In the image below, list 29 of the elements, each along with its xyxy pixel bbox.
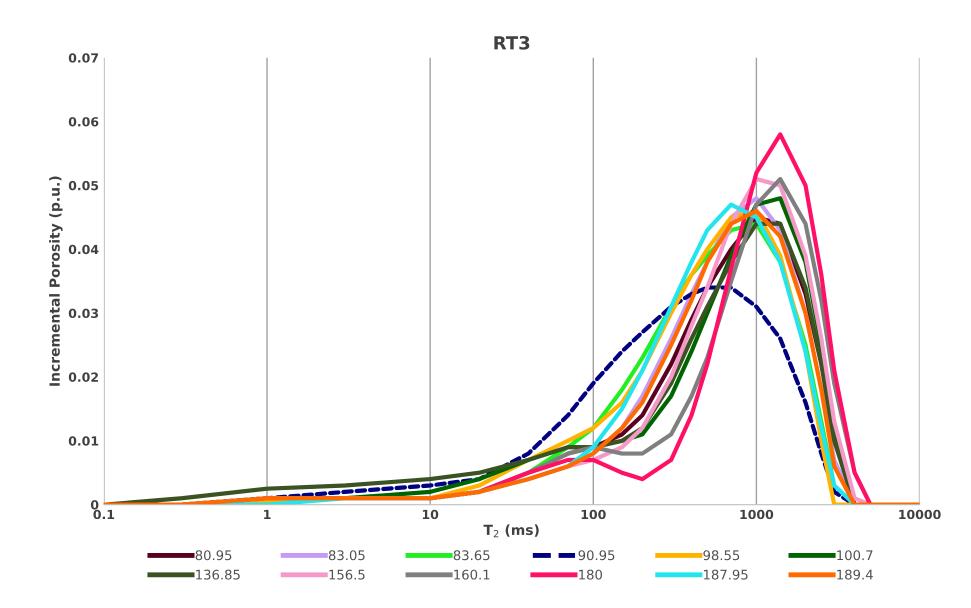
x-tick-label: 10 (422, 510, 438, 520)
y-tick-label: 0.01 (68, 436, 98, 446)
chart-title: RT3 (494, 36, 530, 50)
legend-label: 160.1 (454, 570, 490, 580)
x-tick-label: 0.1 (93, 510, 114, 520)
x-tick-label: 100 (582, 510, 606, 520)
legend-label: 187.95 (704, 570, 748, 580)
legend-label: 156.5 (329, 570, 365, 580)
legend-label: 100.7 (837, 550, 872, 560)
x-tick-label: 1000 (740, 510, 774, 520)
y-axis-title: Incremental Porosity (p.u.) (49, 176, 63, 386)
y-tick-label: 0.04 (68, 244, 98, 254)
legend-label: 83.05 (328, 550, 365, 560)
y-tick-label: 0.02 (68, 372, 98, 382)
legend-label: 136.85 (196, 570, 240, 580)
y-tick-label: 0 (90, 500, 98, 510)
y-tick-label: 0.07 (68, 53, 98, 63)
y-tick-label: 0.06 (68, 117, 98, 127)
x-tick-label: 10000 (899, 510, 941, 520)
y-tick-label: 0.05 (68, 180, 98, 190)
y-tick-label: 0.03 (68, 308, 98, 318)
legend-label: 180 (579, 570, 602, 580)
legend-label: 90.95 (578, 550, 614, 560)
legend-label: 189.4 (837, 570, 873, 580)
x-axis-title: T$_{2}$ (ms) (484, 524, 539, 538)
legend-label: 98.55 (703, 550, 740, 560)
legend-label: 83.65 (454, 550, 490, 560)
legend-label: 80.95 (196, 550, 232, 560)
x-tick-label: 1 (264, 510, 271, 519)
